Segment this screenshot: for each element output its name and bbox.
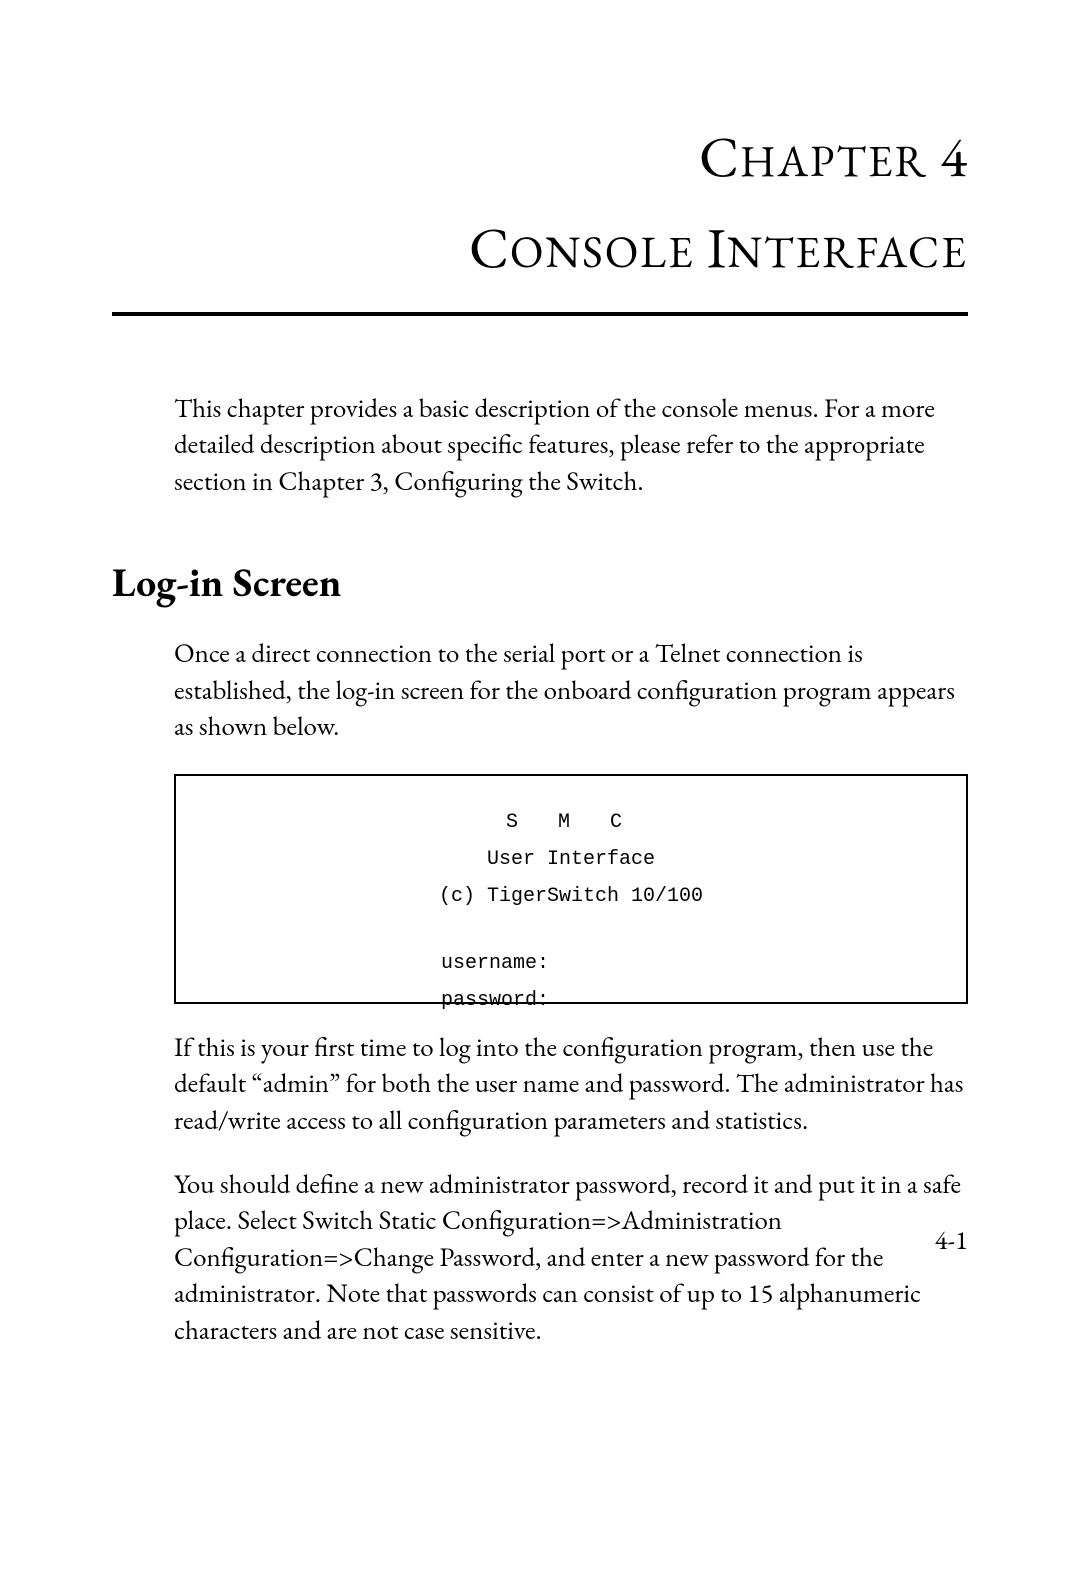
terminal-logo: S M C	[196, 804, 946, 841]
chapter-title-word2-cap: I	[707, 211, 727, 284]
terminal-prompts: username: password:	[196, 945, 946, 1019]
chapter-title-word1-rest: ONSOLE	[510, 224, 695, 281]
chapter-title-word1-cap: C	[469, 211, 510, 284]
intro-block: This chapter provides a basic descriptio…	[174, 391, 968, 500]
chapter-label-cap: C	[699, 120, 740, 193]
terminal-line-2: User Interface	[196, 841, 946, 878]
page-number: 4-1	[935, 1223, 968, 1258]
section-body: Once a direct connection to the serial p…	[174, 636, 968, 745]
chapter-label-rest: HAPTER	[740, 133, 928, 190]
chapter-title: CONSOLE INTERFACE	[112, 211, 968, 284]
section-paragraph-2: If this is your first time to log into t…	[174, 1030, 968, 1139]
chapter-number: 4	[940, 120, 968, 193]
terminal-line-3: (c) TigerSwitch 10/100	[196, 878, 946, 915]
section-heading: Log-in Screen	[112, 556, 968, 608]
terminal-password-prompt: password:	[441, 982, 946, 1019]
intro-paragraph: This chapter provides a basic descriptio…	[174, 391, 968, 500]
terminal-content: S M C User Interface (c) TigerSwitch 10/…	[196, 804, 946, 1019]
chapter-heading: CHAPTER 4 CONSOLE INTERFACE	[112, 120, 968, 284]
section-paragraph-1: Once a direct connection to the serial p…	[174, 636, 968, 745]
section-body-2: If this is your first time to log into t…	[174, 1030, 968, 1350]
terminal-screenshot: S M C User Interface (c) TigerSwitch 10/…	[174, 774, 968, 1004]
terminal-username-prompt: username:	[441, 945, 946, 982]
chapter-title-word2-rest: NTERFACE	[727, 224, 968, 281]
document-page: CHAPTER 4 CONSOLE INTERFACE This chapter…	[0, 0, 1080, 1570]
chapter-label: CHAPTER 4	[112, 120, 968, 193]
chapter-rule	[112, 312, 968, 316]
section-paragraph-3: You should define a new administrator pa…	[174, 1167, 968, 1349]
